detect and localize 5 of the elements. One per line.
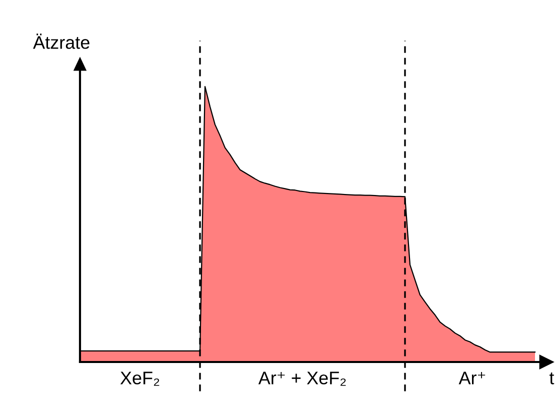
text: Ar⁺ + XeF₂ — [258, 372, 346, 386]
text: Ar⁺ — [458, 372, 486, 384]
x-axis-title: t — [549, 372, 554, 384]
text: XeF₂ — [120, 372, 160, 386]
y-axis-title: Ätzrate — [33, 34, 90, 49]
